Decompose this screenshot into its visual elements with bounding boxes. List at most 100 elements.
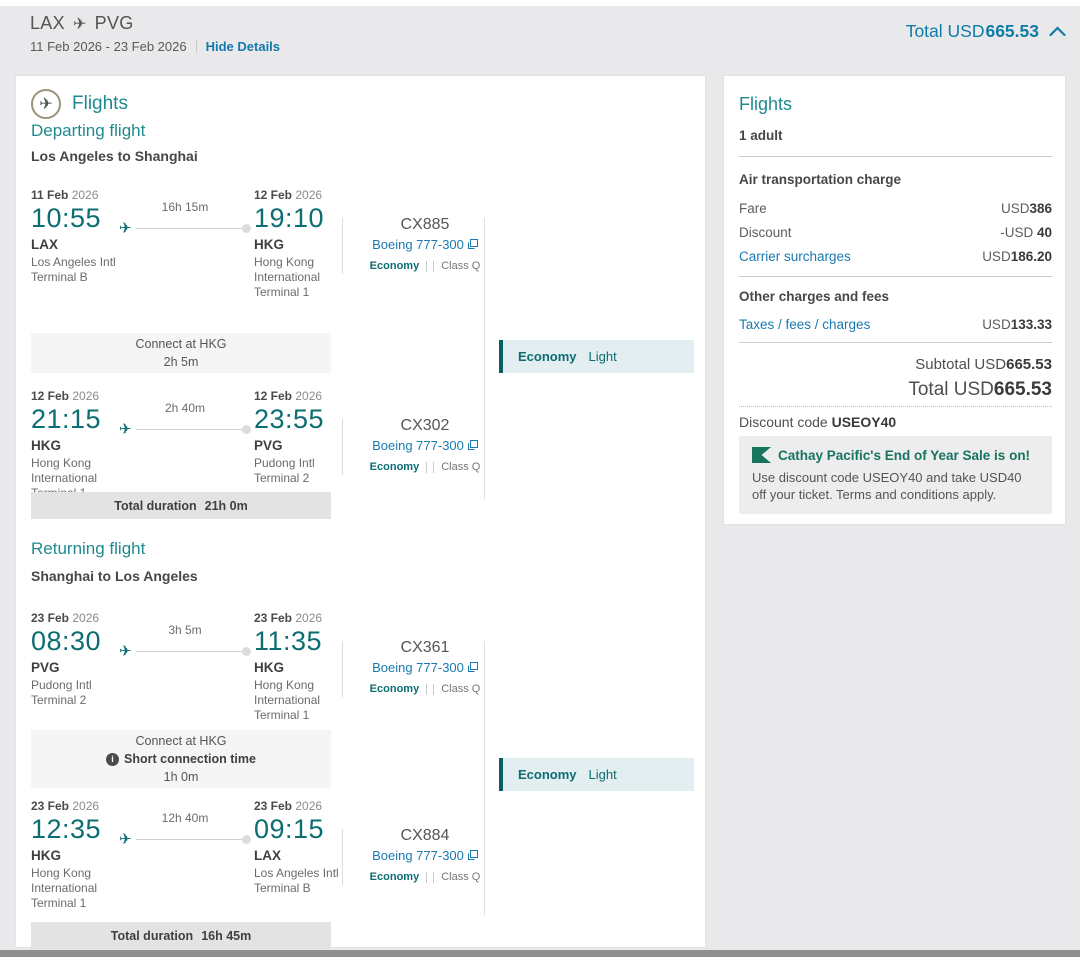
departure-time: 08:30 xyxy=(31,626,102,656)
segment-timeline: 12h 40m xyxy=(119,811,251,849)
fare-label: Fare xyxy=(739,201,767,216)
flights-section-header: Flights xyxy=(31,89,128,119)
plane-in-circle-icon xyxy=(31,89,61,119)
total-price-toggle[interactable]: Total USD 665.53 xyxy=(906,21,1066,42)
returning-route-subheading: Shanghai to Los Angeles xyxy=(31,568,198,584)
chevron-up-icon[interactable] xyxy=(1049,21,1066,42)
segment-duration: 16h 15m xyxy=(161,200,209,214)
timeline-rule xyxy=(135,429,242,430)
divider xyxy=(739,406,1052,407)
external-window-icon xyxy=(467,439,478,454)
price-summary-card: Flights 1 adult Air transportation charg… xyxy=(723,75,1066,525)
cabin-class-row: Economy Class Q xyxy=(369,683,481,695)
divider xyxy=(342,419,343,475)
flight-number: CX885 xyxy=(400,216,450,233)
plane-icon xyxy=(119,830,132,849)
taxes-row: Taxes / fees / charges USD133.33 xyxy=(739,317,1052,332)
arrival-date: 12 Feb 2026 xyxy=(254,389,323,403)
departure-airport-name: Pudong Intl xyxy=(31,678,92,692)
total-duration-label: Total duration xyxy=(114,498,197,513)
aircraft-link[interactable]: Boeing 777-300 xyxy=(357,237,493,253)
arrival-terminal: Terminal 1 xyxy=(254,708,310,722)
discount-label: Discount xyxy=(739,225,792,240)
departure-time: 21:15 xyxy=(31,404,102,434)
cabin-fare-badge: Economy Light xyxy=(499,340,694,373)
total-duration-value: 21h 0m xyxy=(204,498,248,513)
departure-airport-code: HKG xyxy=(31,848,61,863)
departure-date: 23 Feb 2026 xyxy=(31,799,100,813)
trip-dates: 11 Feb 2026 - 23 Feb 2026 xyxy=(30,39,187,54)
departing-route-subheading: Los Angeles to Shanghai xyxy=(31,148,198,164)
trip-dates-row: 11 Feb 2026 - 23 Feb 2026 Hide Details xyxy=(30,39,280,54)
departure-time: 12:35 xyxy=(31,814,102,844)
discount-row: Discount -USD 40 xyxy=(739,225,1052,240)
cathay-brushwing-logo xyxy=(752,447,771,463)
flight-number: CX302 xyxy=(400,417,450,434)
departing-flight-heading: Departing flight xyxy=(31,121,146,140)
taxes-fees-link[interactable]: Taxes / fees / charges xyxy=(739,317,871,332)
departure-airport-code: PVG xyxy=(31,660,60,675)
divider xyxy=(195,40,197,53)
hide-details-link[interactable]: Hide Details xyxy=(205,39,281,54)
bottom-edge-strip xyxy=(0,950,1080,957)
fare-row: Fare USD386 xyxy=(739,201,1052,216)
arrival-airport-code: LAX xyxy=(254,848,281,863)
departure-terminal: Terminal B xyxy=(31,270,88,284)
arrival-endpoint: 23 Feb 2026 09:15 LAX Los Angeles Intl T… xyxy=(254,799,354,896)
flight-number: CX884 xyxy=(400,827,450,844)
short-connection-warning: Short connection time xyxy=(106,750,256,768)
departure-date: 23 Feb 2026 xyxy=(31,611,100,625)
divider xyxy=(342,829,343,885)
arrival-date: 12 Feb 2026 xyxy=(254,188,323,202)
promo-banner: Cathay Pacific's End of Year Sale is on!… xyxy=(739,436,1052,514)
arrival-airport-name: Pudong Intl xyxy=(254,456,315,470)
departure-airport-name: Los Angeles Intl xyxy=(31,255,116,269)
arrival-airport-name: Hong Kong International xyxy=(254,678,321,707)
badge-cabin: Economy xyxy=(518,767,577,782)
segment-duration: 2h 40m xyxy=(164,401,206,415)
promo-title-row: Cathay Pacific's End of Year Sale is on! xyxy=(752,447,1039,463)
divider xyxy=(484,641,485,916)
badge-cabin: Economy xyxy=(518,349,577,364)
arrival-terminal: Terminal 1 xyxy=(254,285,310,299)
passenger-count: 1 adult xyxy=(739,128,783,143)
aircraft-link[interactable]: Boeing 777-300 xyxy=(357,848,493,864)
departure-endpoint: 11 Feb 2026 10:55 LAX Los Angeles Intl T… xyxy=(31,188,131,285)
carrier-surcharges-link[interactable]: Carrier surcharges xyxy=(739,249,851,264)
timeline-rule xyxy=(135,839,242,840)
badge-fare-type: Light xyxy=(588,767,617,782)
aircraft-link[interactable]: Boeing 777-300 xyxy=(357,438,493,454)
total-duration-bar: Total duration 21h 0m xyxy=(31,492,331,519)
promo-body: Use discount code USEOY40 and take USD40… xyxy=(752,470,1022,502)
segment-timeline: 3h 5m xyxy=(119,623,251,661)
aircraft-link[interactable]: Boeing 777-300 xyxy=(357,660,493,676)
plane-icon xyxy=(65,13,95,33)
connection-info-bar: Connect at HKG 2h 5m xyxy=(31,333,331,373)
departure-date: 11 Feb 2026 xyxy=(31,188,99,202)
divider xyxy=(342,218,343,274)
info-icon[interactable] xyxy=(106,752,120,766)
arrival-airport-code: HKG xyxy=(254,660,284,675)
plane-icon xyxy=(119,219,132,238)
route-title: LAX PVG xyxy=(30,13,134,34)
departure-terminal: Terminal 1 xyxy=(31,896,87,910)
arrival-time: 09:15 xyxy=(254,814,325,844)
total-duration-value: 16h 45m xyxy=(201,928,252,943)
departure-airport-code: HKG xyxy=(31,438,61,453)
cabin-fare-badge: Economy Light xyxy=(499,758,694,791)
arrival-airport-name: Los Angeles Intl xyxy=(254,866,339,880)
top-edge-strip xyxy=(0,0,1080,6)
departure-airport-name: Hong Kong International xyxy=(31,456,98,485)
arrival-endpoint: 12 Feb 2026 19:10 HKG Hong Kong Internat… xyxy=(254,188,354,300)
divider xyxy=(739,156,1052,157)
fare-value: USD386 xyxy=(1000,201,1052,216)
divider xyxy=(484,218,485,499)
flight-segment: 23 Feb 2026 08:30 PVG Pudong Intl Termin… xyxy=(31,611,691,741)
connection-duration: 2h 5m xyxy=(163,355,199,369)
arrival-endpoint: 23 Feb 2026 11:35 HKG Hong Kong Internat… xyxy=(254,611,354,723)
air-charge-heading: Air transportation charge xyxy=(739,172,902,187)
arrival-date: 23 Feb 2026 xyxy=(254,611,323,625)
departure-endpoint: 23 Feb 2026 12:35 HKG Hong Kong Internat… xyxy=(31,799,131,911)
timeline-dot xyxy=(242,835,251,844)
connection-duration: 1h 0m xyxy=(163,770,199,784)
